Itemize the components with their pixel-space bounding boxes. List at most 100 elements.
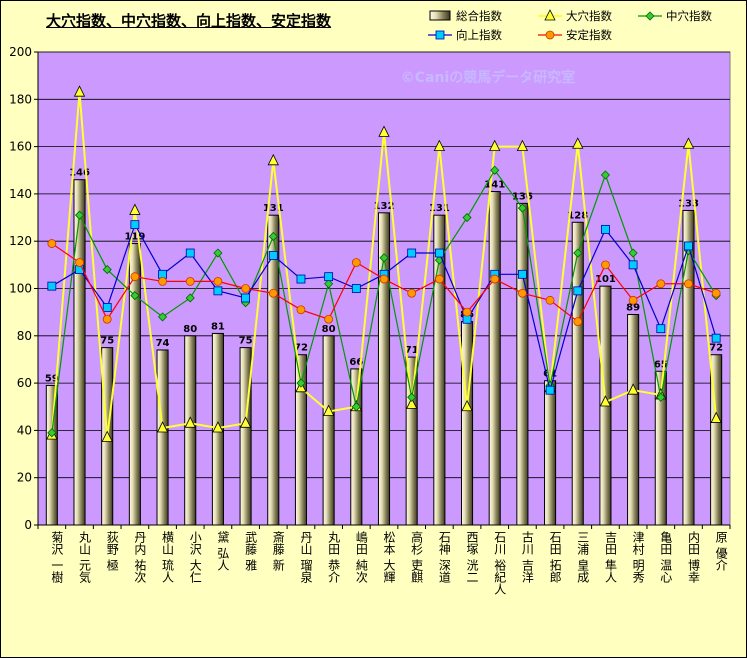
bar: [322, 335, 335, 526]
x-tick-label: 石川 裕紀人: [493, 531, 507, 595]
series-point: [213, 277, 223, 286]
series-point: [185, 248, 195, 258]
series-point: [434, 274, 444, 284]
bar: [156, 349, 169, 526]
bar-data-label: 136: [512, 191, 533, 202]
series-point: [268, 250, 278, 260]
legend-label: 安定指数: [566, 28, 612, 42]
series-point: [296, 305, 306, 315]
series-point: [73, 85, 86, 97]
series-point: [517, 203, 527, 213]
y-tick-label: 0: [24, 518, 32, 532]
bar-data-label: 71: [405, 345, 419, 356]
series-point: [351, 284, 361, 293]
bar-data-label: 132: [374, 201, 395, 212]
x-tick-label: 津村 明秀: [631, 531, 645, 583]
series-point: [601, 260, 610, 270]
x-tick-label: 黛 弘人: [216, 531, 230, 571]
series-point: [267, 153, 279, 166]
x-axis: 菊沢 一樹 丸山 元気 荻野 極丹内 祐次 横山 琉人 小沢 大仁黛 弘人 武藤 雅斎藤 …: [37, 524, 731, 595]
series-point: [47, 428, 57, 438]
legend-item: 中穴指数: [638, 9, 712, 23]
bar-data-label: 119: [124, 232, 145, 243]
series-point: [490, 165, 500, 175]
bar-data-label: 133: [678, 198, 699, 209]
x-tick-label: 横山 琉人: [161, 531, 175, 583]
series-point: [47, 239, 57, 248]
series-point: [462, 212, 472, 223]
series-point: [241, 284, 251, 293]
y-tick-label: 40: [17, 423, 32, 437]
bar-data-label: 72: [294, 343, 308, 354]
bar: [128, 243, 141, 526]
y-tick-label: 120: [9, 234, 32, 248]
series-point: [407, 392, 417, 402]
series-point: [462, 307, 472, 317]
y-tick-label: 160: [9, 140, 32, 154]
series-point: [185, 293, 195, 303]
x-tick-label: 荻野 極: [105, 531, 119, 571]
bar-data-label: 65: [654, 359, 668, 370]
legend-label: 中穴指数: [666, 9, 712, 23]
legend-item: 大穴指数: [538, 9, 612, 23]
y-tick-label: 140: [9, 187, 32, 201]
series-point: [102, 303, 112, 312]
series-point: [130, 272, 140, 282]
series-point: [656, 279, 666, 289]
series-point: [434, 248, 444, 258]
x-tick-label: 西塚 洸二: [465, 531, 479, 583]
bar: [571, 221, 584, 526]
series-circle: [47, 239, 721, 327]
series-point: [322, 404, 335, 416]
x-tick-label: 菊沢 一樹: [50, 531, 64, 583]
x-tick-label: 古川 吉洋: [520, 530, 534, 583]
series-point: [406, 397, 418, 409]
x-tick-label: 三浦 皇成: [576, 531, 590, 583]
bar-data-label: 141: [484, 180, 505, 191]
series-point: [296, 378, 306, 388]
series-point: [158, 277, 167, 286]
bar-data-label: 66: [349, 357, 363, 368]
legend-marker: [544, 9, 556, 21]
bar: [350, 368, 363, 526]
series-point: [433, 139, 446, 152]
series-point: [710, 411, 722, 423]
x-tick-label: 丸田 恭介: [327, 531, 341, 583]
bar: [488, 191, 501, 526]
series-point: [268, 231, 278, 242]
series-point: [572, 137, 584, 149]
bar: [239, 347, 252, 526]
series-point: [101, 430, 113, 442]
legend-label: 総合指数: [456, 9, 502, 23]
series-point: [130, 220, 140, 230]
x-tick-label: 石神 深道: [437, 531, 451, 583]
legend-item: 総合指数: [429, 9, 502, 23]
legend-label: 大穴指数: [566, 9, 612, 23]
series-point: [213, 248, 223, 258]
bar-data-label: 74: [156, 338, 170, 349]
series-lines: [46, 85, 722, 442]
series-point: [129, 203, 141, 215]
series-point: [627, 383, 639, 395]
series-point: [74, 210, 85, 220]
series-point: [324, 272, 334, 282]
legend-label: 向上指数: [456, 28, 502, 42]
watermark: ©Caniの競馬データ研究室: [401, 69, 576, 86]
series-point: [156, 421, 169, 433]
legend-box: [417, 6, 735, 44]
series-point: [711, 333, 721, 343]
series-point: [212, 421, 224, 433]
series-point: [461, 399, 473, 412]
legend-swatch: [429, 10, 451, 21]
series-point: [75, 258, 84, 267]
x-tick-label: 嶋田 純次: [354, 531, 368, 584]
series-point: [130, 291, 140, 301]
bar: [73, 179, 86, 526]
series-point: [184, 416, 196, 428]
series-point: [407, 248, 417, 258]
bar-data-label: 80: [183, 324, 197, 335]
legend-marker: [545, 30, 555, 40]
y-axis: 0 20 40 60 80 100 120 140 160 180 200: [9, 45, 39, 532]
series-point: [684, 279, 693, 289]
series-point: [600, 170, 611, 180]
